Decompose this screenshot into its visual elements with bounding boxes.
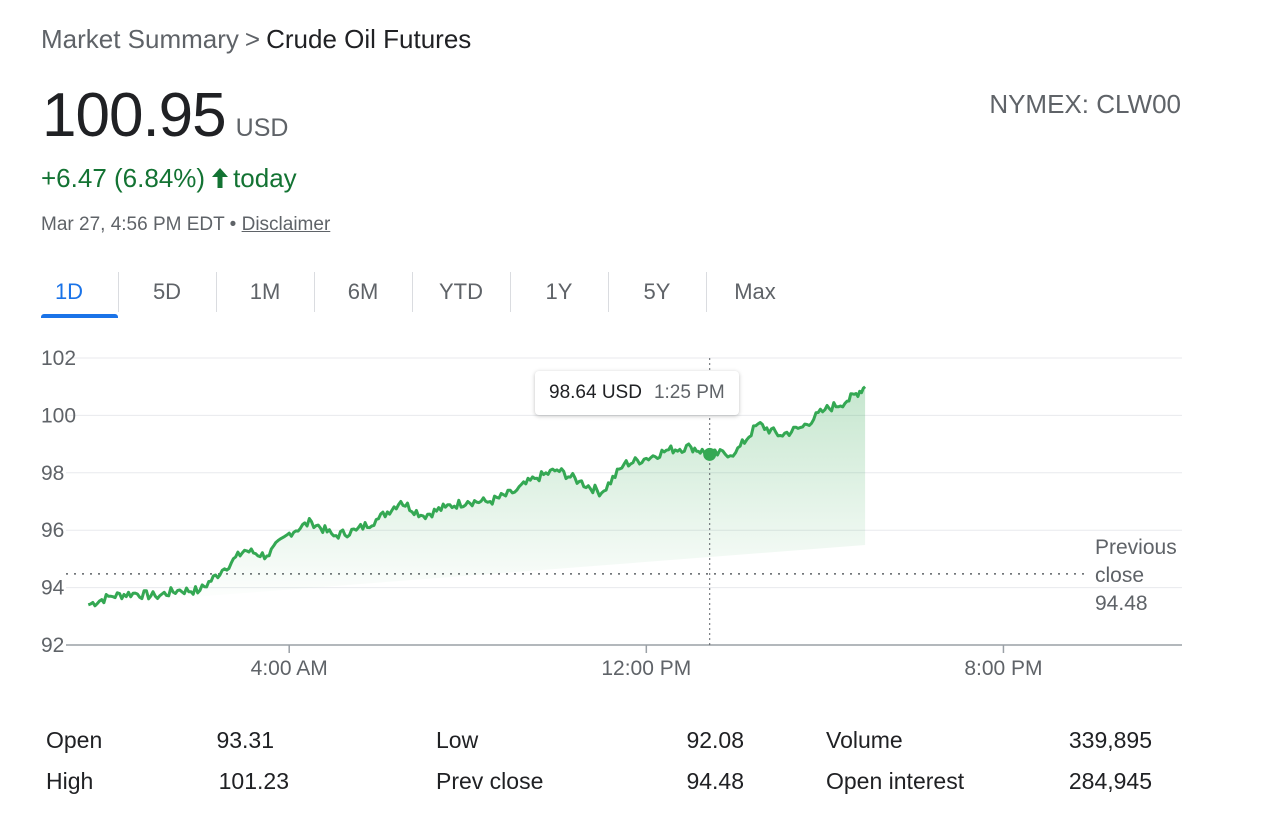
- y-tick-label: 94: [41, 577, 65, 600]
- stat-label-high: High: [46, 768, 94, 794]
- y-tick-label: 98: [41, 462, 64, 485]
- timestamp: Mar 27, 4:56 PM EDT: [41, 214, 225, 235]
- current-price: 100.95: [42, 81, 227, 150]
- chart-tooltip: 98.64 USD 1:25 PM: [535, 371, 739, 415]
- prev-close-line2: close: [1095, 564, 1145, 587]
- breadcrumb-separator: >: [244, 24, 261, 54]
- x-tick-label: 12:00 PM: [601, 657, 691, 680]
- tab-6m[interactable]: 6M: [314, 270, 412, 314]
- x-tick-label: 4:00 AM: [251, 657, 328, 680]
- tab-1d[interactable]: 1D: [20, 270, 118, 318]
- tab-5y[interactable]: 5Y: [608, 270, 706, 314]
- tab-5d[interactable]: 5D: [118, 270, 216, 314]
- stat-value-open: 93.31: [216, 727, 274, 753]
- tab-max[interactable]: Max: [706, 270, 804, 314]
- stat-value-high: 101.23: [218, 768, 289, 794]
- stat-value-volume: 339,895: [1068, 727, 1152, 753]
- y-tick-label: 102: [41, 347, 76, 370]
- change-value: +6.47 (6.84%): [41, 163, 206, 193]
- price-change: +6.47 (6.84%) today: [41, 163, 297, 194]
- range-tabs: 1D 5D 1M 6M YTD 1Y 5Y Max: [20, 270, 804, 320]
- breadcrumb-parent[interactable]: Market Summary: [41, 24, 239, 54]
- change-suffix: today: [233, 163, 297, 193]
- stat-label-volume: Volume: [826, 727, 903, 753]
- currency-label: USD: [235, 114, 289, 142]
- tooltip-time: 1:25 PM: [653, 382, 725, 403]
- price-area-fill: [88, 386, 866, 606]
- stat-label-prev-close: Prev close: [436, 768, 544, 794]
- price-chart-svg[interactable]: 102 100 98 96 94 92 4:00 AM 12:00 PM 8:00 PM: [0, 330, 1270, 700]
- exchange-ticker: NYMEX: CLW00: [989, 89, 1181, 119]
- stat-label-low: Low: [436, 727, 479, 753]
- breadcrumb-current: Crude Oil Futures: [266, 24, 472, 54]
- hover-point: [703, 447, 717, 461]
- price-series-line: [87, 385, 867, 608]
- tab-1m[interactable]: 1M: [216, 270, 314, 314]
- tooltip-price: 98.64 USD: [549, 382, 642, 403]
- previous-close-label: Previous close 94.48: [1095, 534, 1177, 618]
- timestamp-line: Mar 27, 4:56 PM EDT • Disclaimer: [41, 214, 330, 236]
- breadcrumb: Market Summary > Crude Oil Futures: [41, 24, 471, 55]
- stat-label-open-interest: Open interest: [826, 768, 965, 794]
- tab-ytd[interactable]: YTD: [412, 270, 510, 314]
- tab-1y[interactable]: 1Y: [510, 270, 608, 314]
- y-tick-label: 96: [41, 519, 64, 542]
- stat-value-prev-close: 94.48: [686, 768, 744, 794]
- disclaimer-link[interactable]: Disclaimer: [241, 214, 331, 235]
- stat-label-open: Open: [46, 727, 103, 753]
- price-row: 100.95 USD: [42, 80, 288, 151]
- timestamp-separator: •: [229, 214, 237, 235]
- prev-close-value: 94.48: [1095, 592, 1148, 615]
- stat-value-low: 92.08: [686, 727, 744, 753]
- x-tick-label: 8:00 PM: [964, 657, 1042, 680]
- y-tick-label: 100: [41, 404, 76, 427]
- price-chart[interactable]: 102 100 98 96 94 92 4:00 AM 12:00 PM 8:00 PM: [0, 330, 1270, 700]
- y-tick-label: 92: [41, 634, 64, 657]
- prev-close-line1: Previous: [1095, 536, 1177, 559]
- stat-value-open-interest: 284,945: [1068, 768, 1152, 794]
- arrow-up-icon: [212, 168, 229, 188]
